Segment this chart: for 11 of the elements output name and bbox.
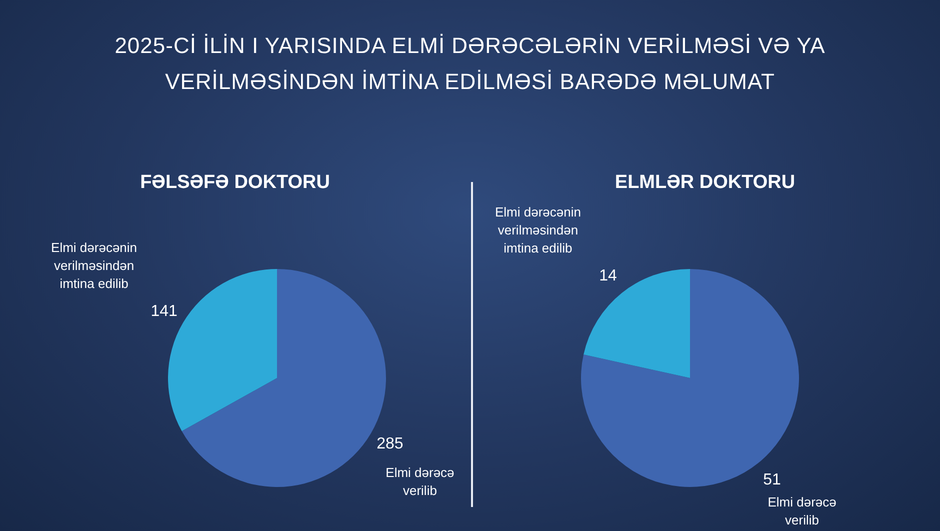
slice-label: Elmi dərəcənin verilməsindən imtina edilib <box>51 240 138 292</box>
data-label: 285 <box>376 436 404 453</box>
data-label: 51 <box>763 472 782 489</box>
slice-label: Elmi dərəcə verilib <box>386 464 454 498</box>
slice-label: Elmi dərəcə verilib <box>768 494 836 528</box>
data-label: 141 <box>150 303 178 320</box>
data-label: 14 <box>599 267 617 284</box>
slice-label: Elmi dərəcənin verilməsindən imtina edilib <box>494 204 581 256</box>
chart-title: ELMLƏR DOKTORU <box>614 172 796 194</box>
text: 2025-Cİ İLİN I YARISINDA ELMİ DƏRƏCƏLƏRİN VERİLMƏSİ VƏ YA VERİLMƏSİNDƏN İMTİNA EDİLMƏSİ BARƏDƏ MƏLUMAT <box>114 32 826 96</box>
chart-title: FƏLSƏFƏ DOKTORU <box>139 172 331 194</box>
